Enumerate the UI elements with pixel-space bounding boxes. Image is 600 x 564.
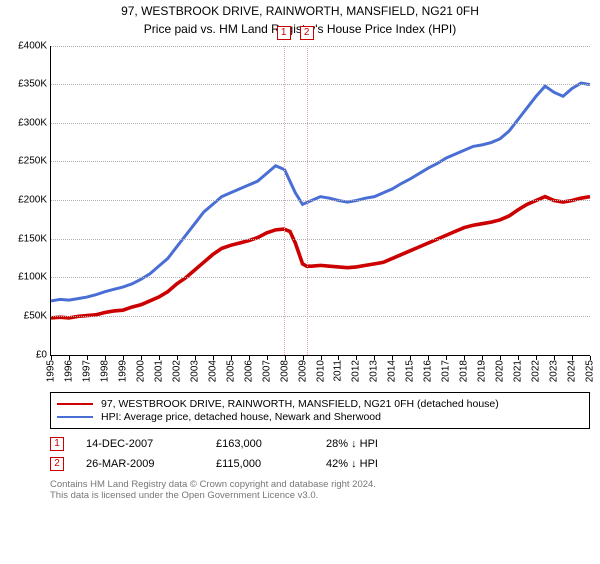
y-axis-label: £50K [24, 310, 51, 321]
x-axis-label: 2024 [567, 360, 578, 382]
y-axis-label: £200K [18, 195, 51, 206]
gridline [51, 200, 590, 201]
transaction-table: 1 14-DEC-2007£163,00028% ↓ HPI 2 26-MAR-200… [50, 437, 590, 471]
transaction-marker-line [307, 46, 308, 355]
attribution-footer: Contains HM Land Registry data © Crown c… [50, 479, 590, 503]
legend-swatch [57, 403, 93, 405]
x-axis-label: 2007 [261, 360, 272, 382]
footer-line: This data is licensed under the Open Gov… [50, 490, 590, 502]
x-axis-label: 1997 [81, 360, 92, 382]
y-axis-label: £300K [18, 117, 51, 128]
x-axis-label: 2002 [171, 360, 182, 382]
x-axis-label: 2015 [405, 360, 416, 382]
legend-item: HPI: Average price, detached house, Newa… [57, 411, 583, 423]
x-axis-label: 2008 [279, 360, 290, 382]
y-axis-label: £100K [18, 272, 51, 283]
gridline [51, 316, 590, 317]
transaction-diff: 42% ↓ HPI [326, 458, 378, 470]
gridline [51, 239, 590, 240]
plot-region: £0£50K£100K£150K£200K£250K£300K£350K£400… [50, 46, 590, 356]
x-axis-label: 2001 [153, 360, 164, 382]
transaction-row: 2 26-MAR-2009£115,00042% ↓ HPI [50, 457, 590, 471]
x-axis-label: 2004 [207, 360, 218, 382]
transaction-badge: 2 [50, 457, 64, 471]
gridline [51, 46, 590, 47]
x-axis-label: 2005 [225, 360, 236, 382]
legend-swatch [57, 416, 93, 418]
x-axis-label: 2011 [333, 360, 344, 382]
x-axis-label: 2014 [387, 360, 398, 382]
x-axis-label: 2003 [189, 360, 200, 382]
transaction-row: 1 14-DEC-2007£163,00028% ↓ HPI [50, 437, 590, 451]
chart-area: £0£50K£100K£150K£200K£250K£300K£350K£400… [50, 46, 590, 386]
x-axis-label: 1998 [99, 360, 110, 382]
x-axis-label: 2017 [441, 360, 452, 382]
transaction-price: £115,000 [216, 458, 326, 470]
gridline [51, 161, 590, 162]
chart-title: 97, WESTBROOK DRIVE, RAINWORTH, MANSFIEL… [0, 4, 600, 20]
x-axis-label: 1995 [46, 360, 57, 382]
transaction-date: 26-MAR-2009 [86, 458, 216, 470]
x-axis-label: 1996 [63, 360, 74, 382]
transaction-marker-line [284, 46, 285, 355]
transaction-diff: 28% ↓ HPI [326, 438, 378, 450]
y-axis-label: £250K [18, 156, 51, 167]
x-axis-label: 2018 [459, 360, 470, 382]
x-axis-label: 2000 [135, 360, 146, 382]
series-line-hpi [51, 83, 590, 301]
y-axis-label: £0 [36, 349, 51, 360]
x-axis-label: 2012 [351, 360, 362, 382]
x-axis-label: 2021 [513, 360, 524, 382]
x-axis-label: 2009 [297, 360, 308, 382]
transaction-badge: 1 [50, 437, 64, 451]
legend: 97, WESTBROOK DRIVE, RAINWORTH, MANSFIEL… [50, 392, 590, 429]
y-axis-label: £150K [18, 233, 51, 244]
transaction-date: 14-DEC-2007 [86, 438, 216, 450]
x-axis-label: 2019 [477, 360, 488, 382]
series-line-property [51, 196, 590, 317]
gridline [51, 123, 590, 124]
gridline [51, 277, 590, 278]
legend-label: HPI: Average price, detached house, Newa… [101, 411, 381, 423]
y-axis-label: £350K [18, 79, 51, 90]
gridline [51, 84, 590, 85]
transaction-marker-badge: 2 [300, 26, 314, 40]
x-axis-label: 2006 [243, 360, 254, 382]
transaction-marker-badge: 1 [277, 26, 291, 40]
legend-item: 97, WESTBROOK DRIVE, RAINWORTH, MANSFIEL… [57, 398, 583, 410]
legend-label: 97, WESTBROOK DRIVE, RAINWORTH, MANSFIEL… [101, 398, 499, 410]
x-axis-label: 2013 [369, 360, 380, 382]
x-axis-label: 1999 [117, 360, 128, 382]
x-axis-label: 2010 [315, 360, 326, 382]
x-axis-label: 2025 [585, 360, 596, 382]
y-axis-label: £400K [18, 40, 51, 51]
x-axis-label: 2016 [423, 360, 434, 382]
transaction-price: £163,000 [216, 438, 326, 450]
footer-line: Contains HM Land Registry data © Crown c… [50, 479, 590, 491]
x-axis-label: 2022 [531, 360, 542, 382]
x-axis-label: 2023 [549, 360, 560, 382]
x-axis-label: 2020 [495, 360, 506, 382]
